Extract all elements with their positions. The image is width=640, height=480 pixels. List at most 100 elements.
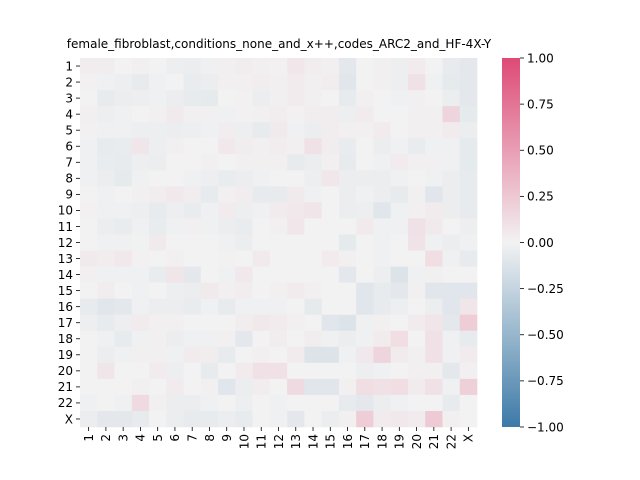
y-tick-label: 19 xyxy=(58,348,73,362)
heatmap-cell xyxy=(252,154,271,171)
heatmap-cell xyxy=(114,234,133,251)
heatmap-cell xyxy=(321,234,340,251)
heatmap-cell xyxy=(390,282,409,299)
heatmap-cell xyxy=(80,410,98,428)
heatmap-cell xyxy=(425,250,443,267)
heatmap-cell xyxy=(114,202,133,219)
heatmap-cell xyxy=(97,410,115,428)
colorbar-tick-label: −0.50 xyxy=(527,328,564,342)
heatmap-cell xyxy=(287,90,305,107)
heatmap-cell xyxy=(131,154,150,171)
heatmap-cell xyxy=(183,58,202,75)
heatmap-cell xyxy=(390,394,409,412)
heatmap-cell xyxy=(373,314,391,332)
heatmap-cell xyxy=(425,154,443,171)
heatmap-cell xyxy=(459,266,478,283)
heatmap-cell xyxy=(235,410,253,428)
heatmap-cell xyxy=(200,330,219,348)
heatmap-cell xyxy=(183,106,202,123)
heatmap-cell xyxy=(304,314,322,332)
heatmap-cell xyxy=(442,394,461,412)
heatmap-cell xyxy=(459,282,478,299)
heatmap-cell xyxy=(183,186,202,203)
heatmap-cell xyxy=(304,106,322,123)
heatmap-cell xyxy=(459,410,478,428)
heatmap-cell xyxy=(218,170,236,187)
heatmap-cell xyxy=(407,58,426,75)
heatmap-cell xyxy=(166,250,184,267)
heatmap-cell xyxy=(252,394,271,412)
heatmap-cell xyxy=(235,74,253,91)
heatmap-cell xyxy=(114,74,133,91)
heatmap-cell xyxy=(321,250,340,267)
heatmap-cell xyxy=(304,298,322,315)
heatmap-cell xyxy=(269,170,288,187)
heatmap-cell xyxy=(149,362,167,380)
heatmap-cell xyxy=(97,282,115,299)
y-tick-label: 17 xyxy=(58,316,73,330)
heatmap-cell xyxy=(373,394,391,412)
heatmap-cell xyxy=(356,138,374,155)
heatmap-cell xyxy=(321,122,340,139)
heatmap-cell xyxy=(287,74,305,91)
heatmap-cell xyxy=(97,346,115,364)
heatmap-cell xyxy=(287,346,305,364)
heatmap-cell xyxy=(252,298,271,315)
heatmap-cell xyxy=(149,218,167,235)
heatmap-cell xyxy=(131,122,150,139)
heatmap-cell xyxy=(338,138,357,155)
heatmap-cell xyxy=(235,250,253,267)
heatmap-cell xyxy=(80,234,98,251)
heatmap-cell xyxy=(80,250,98,267)
heatmap-cell xyxy=(166,410,184,428)
heatmap-cell xyxy=(235,106,253,123)
colorbar-tick-label: 0.50 xyxy=(527,144,554,158)
heatmap-cell xyxy=(114,378,133,396)
heatmap-cell xyxy=(166,362,184,380)
heatmap-cell xyxy=(321,186,340,203)
heatmap-cell xyxy=(321,346,340,364)
heatmap-cell xyxy=(269,250,288,267)
heatmap-cell xyxy=(200,122,219,139)
heatmap-cell xyxy=(459,250,478,267)
heatmap-cell xyxy=(131,218,150,235)
heatmap-cell xyxy=(131,250,150,267)
heatmap-cell xyxy=(80,346,98,364)
heatmap-cell xyxy=(373,330,391,348)
heatmap-cell xyxy=(166,58,184,75)
heatmap-cell xyxy=(131,410,150,428)
heatmap-cell xyxy=(166,74,184,91)
heatmap-cell xyxy=(97,394,115,412)
heatmap-cell xyxy=(425,58,443,75)
y-tick-label: 16 xyxy=(58,300,73,314)
heatmap-cell xyxy=(114,394,133,412)
heatmap-cell xyxy=(287,234,305,251)
heatmap-cell xyxy=(97,74,115,91)
colorbar-tick-label: 0.25 xyxy=(527,190,554,204)
heatmap-cell xyxy=(390,122,409,139)
heatmap-cell xyxy=(114,314,133,332)
heatmap-cell xyxy=(425,106,443,123)
heatmap-cell xyxy=(183,250,202,267)
heatmap-cell xyxy=(459,202,478,219)
heatmap-cell xyxy=(235,218,253,235)
heatmap-cell xyxy=(269,314,288,332)
heatmap-cell xyxy=(338,234,357,251)
heatmap-cell xyxy=(390,330,409,348)
heatmap-cell xyxy=(80,122,98,139)
heatmap-cell xyxy=(338,170,357,187)
heatmap-cell xyxy=(373,378,391,396)
heatmap-cell xyxy=(442,218,461,235)
y-tick-label: 6 xyxy=(65,140,73,154)
heatmap-cell xyxy=(114,410,133,428)
heatmap-cell xyxy=(373,186,391,203)
heatmap-cell xyxy=(80,154,98,171)
heatmap-cell xyxy=(321,394,340,412)
heatmap-cell xyxy=(97,170,115,187)
heatmap-cell xyxy=(459,234,478,251)
heatmap-cell xyxy=(459,74,478,91)
heatmap-cell xyxy=(235,202,253,219)
colorbar xyxy=(502,58,520,427)
